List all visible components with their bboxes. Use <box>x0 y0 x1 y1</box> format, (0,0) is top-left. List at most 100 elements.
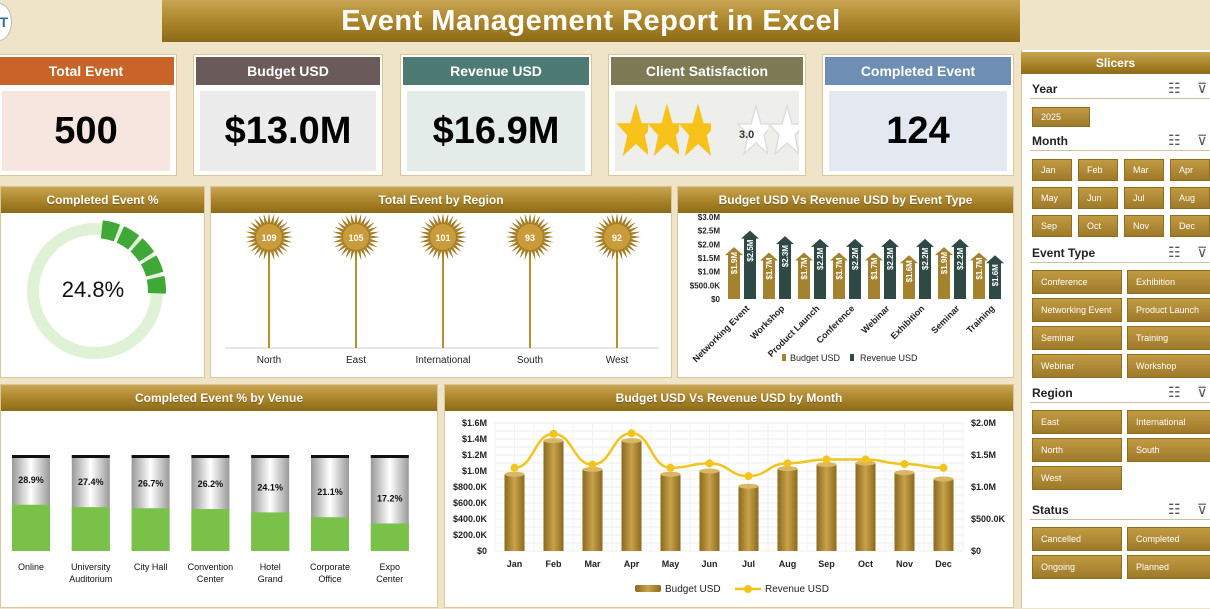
slicer-month-item[interactable]: May <box>1032 187 1072 209</box>
slicer-month-item[interactable]: Sep <box>1032 215 1072 237</box>
venue-value-label: 21.1% <box>317 487 343 497</box>
slicer-month-item[interactable]: Nov <box>1124 215 1164 237</box>
y-right-tick: $1.0M <box>971 482 996 492</box>
slicer-month-item[interactable]: Feb <box>1078 159 1118 181</box>
budget-bar-top <box>816 462 837 468</box>
slicer-event_type-item[interactable]: Conference <box>1032 270 1122 294</box>
budget-bar <box>900 255 918 299</box>
slicer-month-item[interactable]: Oct <box>1078 215 1118 237</box>
slicer-month-item[interactable]: Dec <box>1170 215 1210 237</box>
y-left-tick: $1.2M <box>462 450 487 460</box>
revenue-point <box>744 472 753 481</box>
slicer-event_type-item[interactable]: Training <box>1127 326 1210 350</box>
kpi-card: Revenue USD $16.9M <box>401 55 591 175</box>
x-category-label: Exhibition <box>889 303 927 341</box>
slicer-event_type-item[interactable]: Exhibition <box>1127 270 1210 294</box>
revenue-bar <box>846 238 864 299</box>
venue-fill-bar <box>311 517 349 551</box>
revenue-bar <box>741 230 759 299</box>
y-tick-label: $2.5M <box>698 227 721 236</box>
slicer-event_type-item[interactable]: Product Launch <box>1127 298 1210 322</box>
multi-select-icon[interactable]: ☷ <box>1168 132 1181 148</box>
slicer-month-item[interactable]: Jul <box>1124 187 1164 209</box>
venue-cylinder-cap <box>71 455 110 458</box>
y-left-tick: $0 <box>477 546 487 556</box>
clear-filter-icon[interactable]: ⊽ <box>1197 80 1208 96</box>
slicer-region-item[interactable]: North <box>1032 438 1122 462</box>
kpi-card: Client Satisfaction 3.0 <box>609 55 805 175</box>
multi-select-icon[interactable]: ☷ <box>1168 80 1181 96</box>
budget-bar <box>738 486 759 551</box>
slicer-status-item[interactable]: Ongoing <box>1032 555 1122 579</box>
venue-category-label: Online <box>18 562 44 572</box>
panel-title: Budget USD Vs Revenue USD by Event Type <box>678 187 1013 213</box>
bar-data-label: $2.2M <box>956 247 965 270</box>
kpi-value: $13.0M <box>200 91 376 171</box>
kpi-label: Budget USD <box>196 57 380 85</box>
multi-select-icon[interactable]: ☷ <box>1168 244 1181 260</box>
venue-cylinder-cap <box>131 455 170 458</box>
slicer-year-item[interactable]: 2025 <box>1032 107 1090 127</box>
multi-select-icon[interactable]: ☷ <box>1168 501 1181 517</box>
region-burst-core <box>517 224 543 250</box>
budget-bar <box>725 247 743 299</box>
slicer-event_type-item[interactable]: Workshop <box>1127 354 1210 378</box>
budget-bar <box>660 474 681 551</box>
revenue-bar <box>951 238 969 299</box>
revenue-point <box>549 429 558 438</box>
bar-data-label: $2.2M <box>816 247 825 270</box>
budget-bar <box>543 440 564 551</box>
revenue-point <box>705 459 714 468</box>
multi-select-icon[interactable]: ☷ <box>1168 384 1181 400</box>
slicer-event_type-item[interactable]: Networking Event <box>1032 298 1122 322</box>
x-month-label: May <box>662 559 680 569</box>
revenue-bar <box>916 238 934 299</box>
venue-fill-bar <box>191 509 230 551</box>
venue-cylinder-cap <box>370 455 409 458</box>
revenue-point <box>510 463 519 472</box>
donut-segment <box>146 275 166 294</box>
slicer-event_type-item[interactable]: Seminar <box>1032 326 1122 350</box>
slicer-region-item[interactable]: International <box>1127 410 1210 434</box>
venue-fill-bar <box>370 523 409 551</box>
star-icon <box>767 103 800 157</box>
slicer-status-item[interactable]: Planned <box>1127 555 1210 579</box>
y-tick-label: $3.0M <box>698 213 721 222</box>
slicer-month-item[interactable]: Mar <box>1124 159 1164 181</box>
venue-category-label: Office <box>318 574 341 584</box>
venue-fill-bar <box>251 512 290 551</box>
y-tick-label: $1.0M <box>698 268 721 277</box>
budget-bar <box>795 252 813 299</box>
venue-value-label: 17.2% <box>377 493 403 503</box>
region-value-label: 105 <box>348 233 363 243</box>
budget-bar <box>894 472 915 551</box>
legend-swatch-revenue <box>850 354 854 361</box>
venue-category-label: City Hall <box>134 562 168 572</box>
budget-bar <box>933 479 954 551</box>
slicer-region-item[interactable]: South <box>1127 438 1210 462</box>
legend-label: Revenue USD <box>860 353 918 363</box>
clear-filter-icon[interactable]: ⊽ <box>1197 384 1208 400</box>
slicer-month-item[interactable]: Aug <box>1170 187 1210 209</box>
y-tick-label: $0 <box>711 295 720 304</box>
slicer-region-item[interactable]: East <box>1032 410 1122 434</box>
slicer-status-item[interactable]: Completed <box>1127 527 1210 551</box>
slicer-event_type-item[interactable]: Webinar <box>1032 354 1122 378</box>
slicer-status-item[interactable]: Cancelled <box>1032 527 1122 551</box>
clear-filter-icon[interactable]: ⊽ <box>1197 132 1208 148</box>
region-category-label: South <box>517 355 543 366</box>
bar-data-label: $2.2M <box>886 247 895 270</box>
y-tick-label: $500.0K <box>690 281 720 290</box>
bar-data-label: $1.7M <box>765 257 774 280</box>
legend-label: Revenue USD <box>765 584 829 595</box>
slicer-month-item[interactable]: Apr <box>1170 159 1210 181</box>
clear-filter-icon[interactable]: ⊽ <box>1197 501 1208 517</box>
slicer-month-item[interactable]: Jun <box>1078 187 1118 209</box>
slicer-month-item[interactable]: Jan <box>1032 159 1072 181</box>
bar-data-label: $2.2M <box>921 247 930 270</box>
donut-segment <box>116 226 140 250</box>
venue-value-label: 27.4% <box>78 477 104 487</box>
slicer-region-item[interactable]: West <box>1032 466 1122 490</box>
clear-filter-icon[interactable]: ⊽ <box>1197 244 1208 260</box>
kpi-label: Total Event <box>0 57 174 85</box>
